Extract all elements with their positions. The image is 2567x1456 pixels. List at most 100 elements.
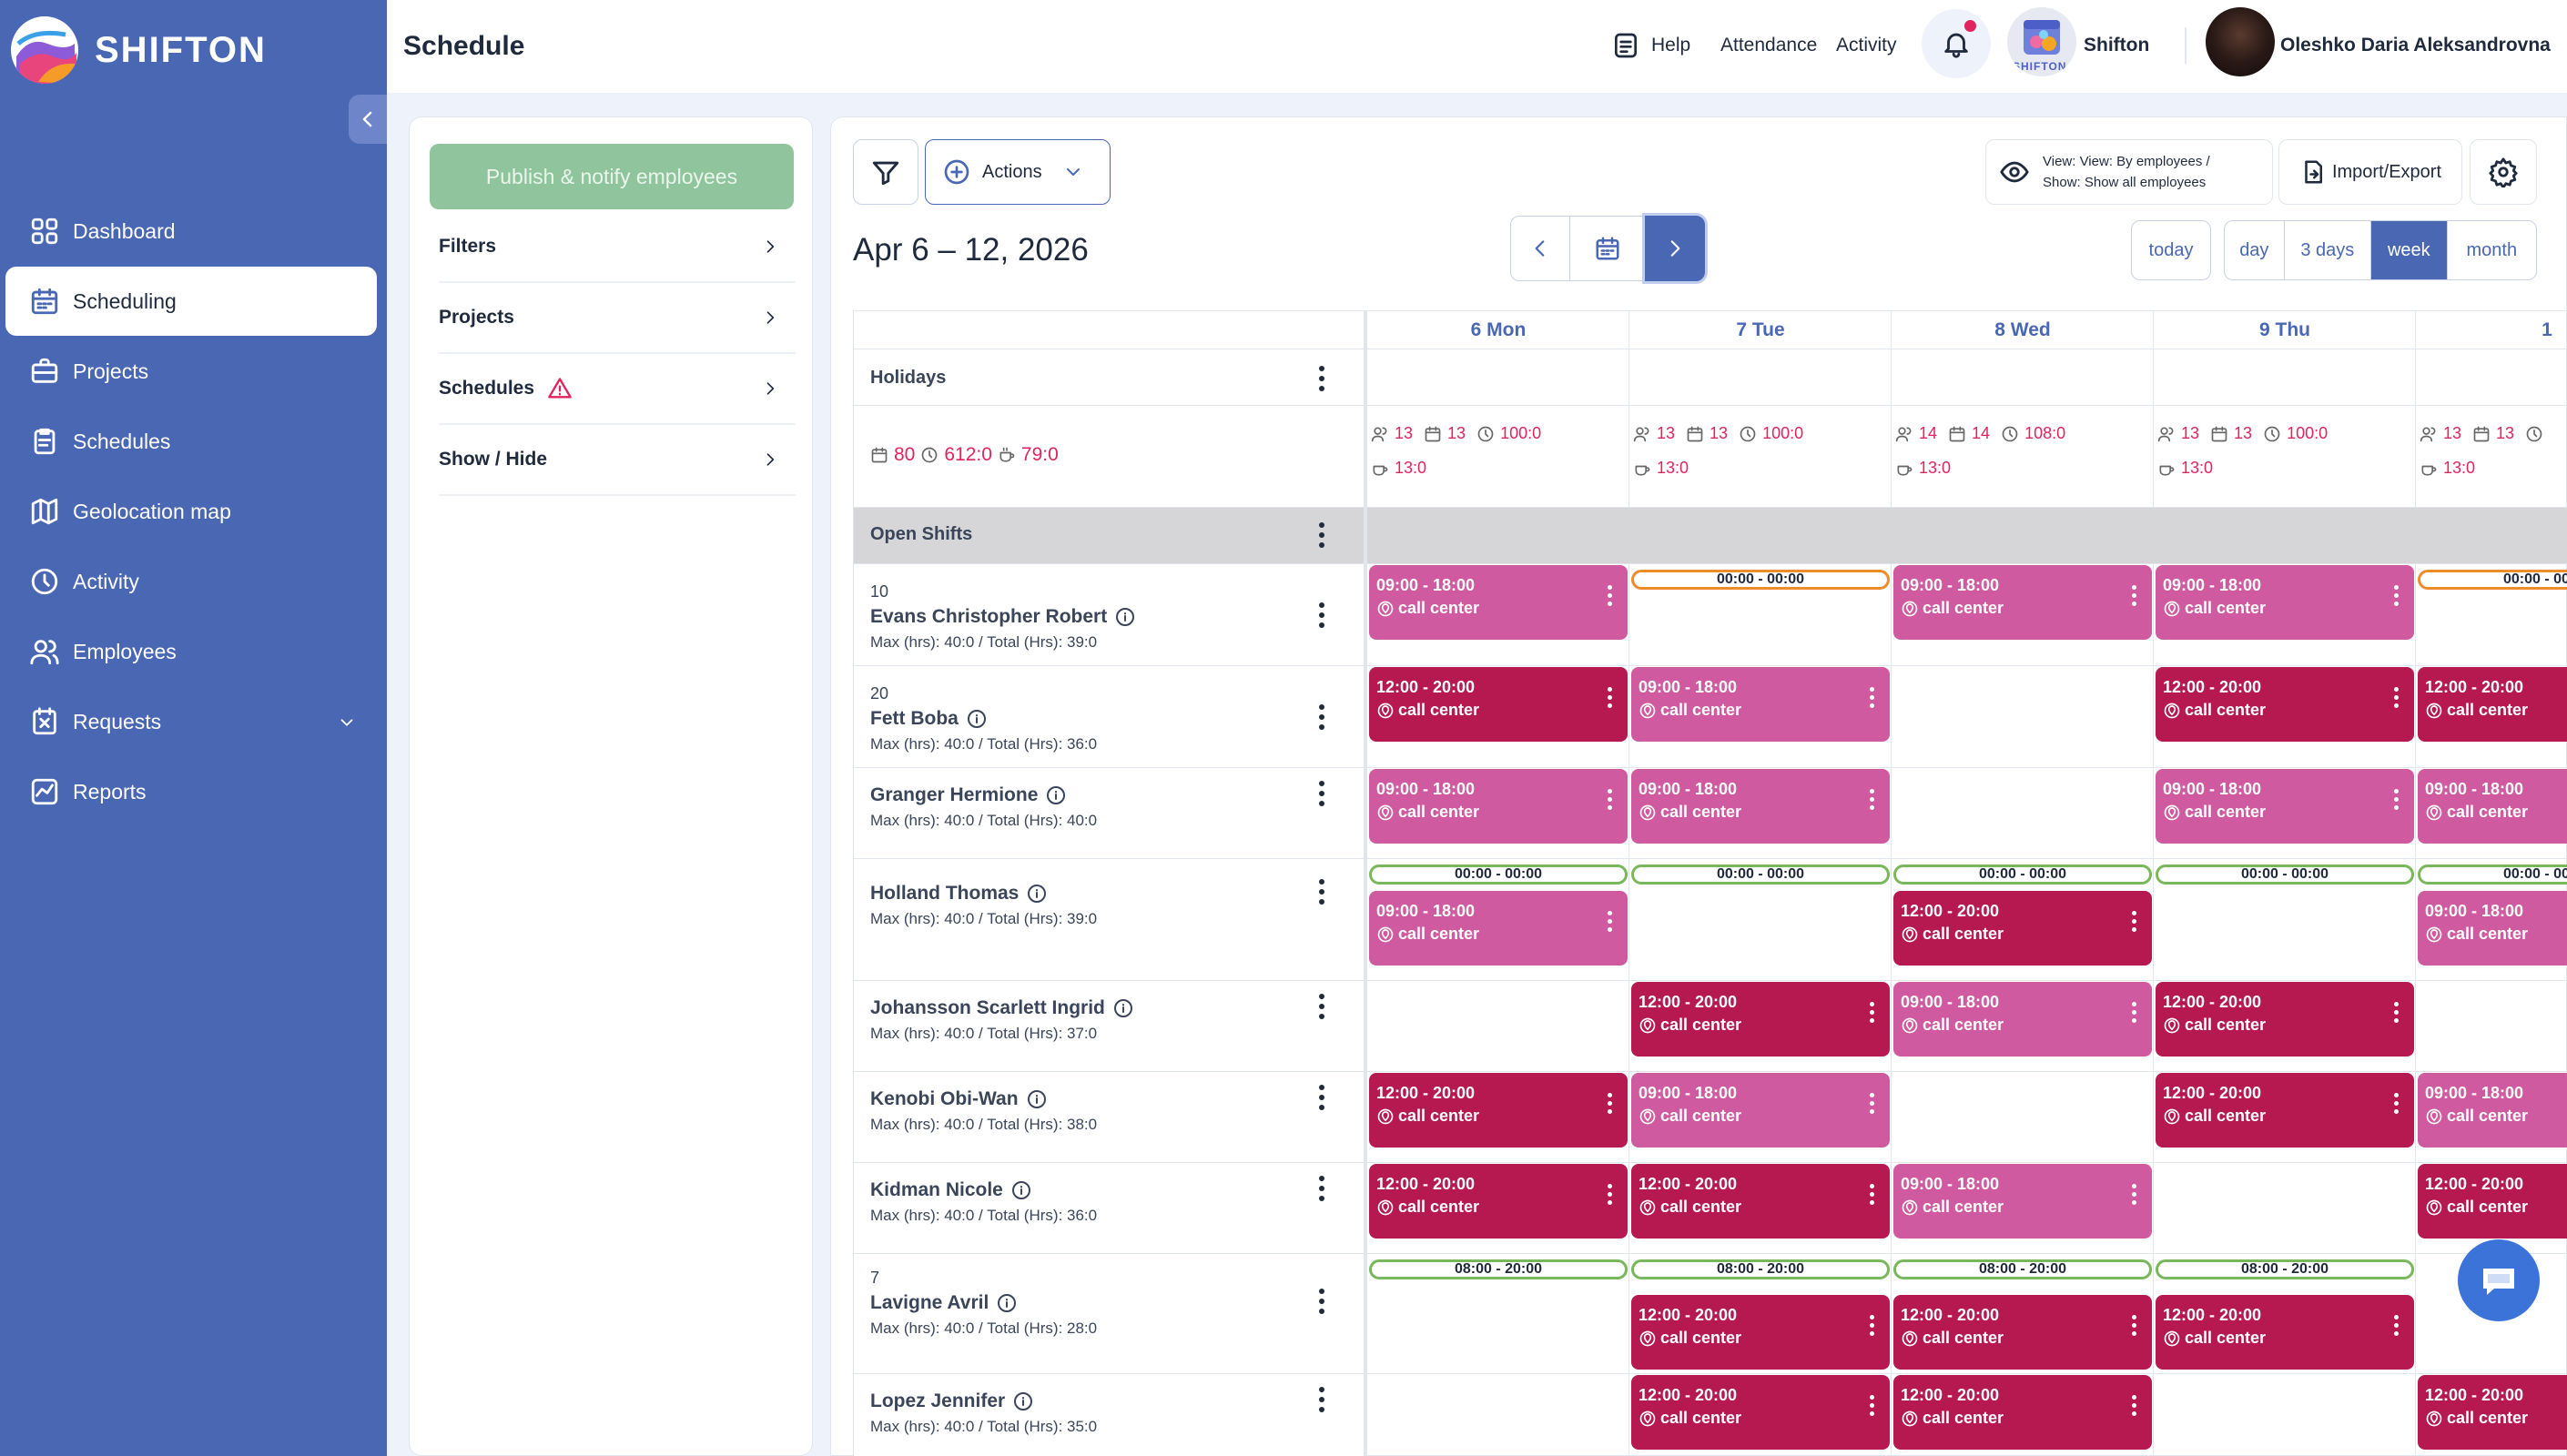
schedule-cell[interactable] xyxy=(2154,1374,2416,1456)
schedule-cell[interactable] xyxy=(1629,666,1892,768)
chevron-down-icon[interactable] xyxy=(337,713,357,733)
shift-block[interactable]: 12:00 - 20:00 call center xyxy=(1631,1375,1890,1450)
info-icon[interactable] xyxy=(1112,997,1134,1019)
open-shifts-cell[interactable] xyxy=(1367,508,1629,564)
attendance-link[interactable]: Attendance xyxy=(1720,35,1818,56)
holidays-menu-icon[interactable] xyxy=(1318,366,1325,393)
info-icon[interactable] xyxy=(1026,883,1048,905)
shift-menu-icon[interactable] xyxy=(2132,1002,2137,1026)
shift-block[interactable]: 12:00 - 20:00 call center xyxy=(1631,1164,1890,1239)
shift-block[interactable]: 09:00 - 18:00 call center xyxy=(1631,667,1890,742)
date-picker-button[interactable] xyxy=(1569,216,1646,281)
shift-menu-icon[interactable] xyxy=(1870,1315,1875,1340)
schedule-cell[interactable] xyxy=(2154,768,2416,859)
employee-name[interactable]: Lopez Jennifer xyxy=(870,1390,1034,1412)
schedule-cell[interactable] xyxy=(2154,1072,2416,1163)
shift-menu-icon[interactable] xyxy=(1870,1184,1875,1208)
all-day-shift-pill[interactable]: 08:00 - 20:00 xyxy=(1369,1259,1628,1279)
today-button[interactable]: today xyxy=(2131,220,2211,280)
employee-name[interactable]: Granger Hermione xyxy=(870,784,1067,806)
employee-menu-icon[interactable] xyxy=(1318,879,1325,906)
shift-menu-icon[interactable] xyxy=(2132,1315,2137,1340)
shift-menu-icon[interactable] xyxy=(1870,789,1875,814)
view-settings-button[interactable]: View: View: By employees / Show: Show al… xyxy=(1985,139,2273,205)
shift-block[interactable]: 12:00 - 20:00 call center xyxy=(1369,667,1628,742)
open-shifts-menu-icon[interactable] xyxy=(1318,522,1325,550)
schedule-cell[interactable] xyxy=(2416,1072,2567,1163)
week-view-button[interactable]: week xyxy=(2371,221,2448,279)
schedule-cell[interactable] xyxy=(1629,981,1892,1072)
publish-notify-button[interactable]: Publish & notify employees xyxy=(430,144,794,209)
shift-block[interactable]: 12:00 - 20:00 call center xyxy=(2418,1375,2567,1450)
shift-menu-icon[interactable] xyxy=(2394,789,2400,814)
employee-menu-icon[interactable] xyxy=(1318,994,1325,1021)
all-day-shift-pill[interactable]: 00:00 - 00:00 xyxy=(1893,864,2152,885)
shift-menu-icon[interactable] xyxy=(2132,1395,2137,1420)
help-link[interactable]: Help xyxy=(1651,35,1691,56)
projects-row[interactable]: Projects xyxy=(439,283,796,354)
shift-block[interactable]: 09:00 - 18:00 call center xyxy=(1631,1073,1890,1148)
info-icon[interactable] xyxy=(1010,1179,1032,1201)
shift-block[interactable]: 12:00 - 20:00 call center xyxy=(1893,891,2152,966)
schedule-cell[interactable] xyxy=(1367,666,1629,768)
schedule-cell[interactable] xyxy=(1629,859,1892,981)
schedules-row[interactable]: Schedules xyxy=(439,354,796,425)
employee-name[interactable]: Lavigne Avril xyxy=(870,1292,1018,1314)
schedule-cell[interactable] xyxy=(1367,981,1629,1072)
brand-logo[interactable]: SHIFTON xyxy=(11,16,267,84)
import-export-button[interactable]: Import/Export xyxy=(2278,139,2462,205)
shift-block[interactable]: 12:00 - 20:00 call center xyxy=(1893,1295,2152,1370)
shift-block[interactable]: 09:00 - 18:00 call center xyxy=(1631,769,1890,844)
activity-link[interactable]: Activity xyxy=(1836,35,1897,56)
info-icon[interactable] xyxy=(1114,606,1136,628)
notifications-button[interactable] xyxy=(1922,9,1991,78)
settings-button[interactable] xyxy=(2470,139,2537,205)
shift-menu-icon[interactable] xyxy=(1870,687,1875,712)
schedule-cell[interactable] xyxy=(1629,768,1892,859)
all-day-shift-pill[interactable]: 00:00 - 00:00 xyxy=(1369,864,1628,885)
shift-block[interactable]: 12:00 - 20:00 call center xyxy=(2418,1164,2567,1239)
schedule-cell[interactable] xyxy=(1367,1254,1629,1374)
shift-menu-icon[interactable] xyxy=(1608,585,1613,610)
all-day-shift-pill[interactable]: 00:00 - 00:00 xyxy=(2418,570,2567,590)
shift-menu-icon[interactable] xyxy=(2394,1002,2400,1026)
schedule-cell[interactable] xyxy=(1629,1254,1892,1374)
all-day-shift-pill[interactable]: 08:00 - 20:00 xyxy=(1893,1259,2152,1279)
schedule-cell[interactable] xyxy=(2416,981,2567,1072)
user-avatar[interactable] xyxy=(2206,7,2275,76)
schedule-cell[interactable] xyxy=(1892,859,2154,981)
sidebar-item-requests[interactable]: Requests xyxy=(5,687,377,756)
schedule-cell[interactable] xyxy=(2154,859,2416,981)
schedule-cell[interactable] xyxy=(1629,1163,1892,1254)
employee-name[interactable]: Johansson Scarlett Ingrid xyxy=(870,997,1134,1019)
employee-name[interactable]: Kidman Nicole xyxy=(870,1179,1032,1201)
open-shifts-cell[interactable] xyxy=(1892,508,2154,564)
info-icon[interactable] xyxy=(1026,1088,1048,1110)
shift-block[interactable]: 12:00 - 20:00 call center xyxy=(1369,1164,1628,1239)
holiday-cell[interactable] xyxy=(1629,349,1892,406)
shift-block[interactable]: 12:00 - 20:00 call center xyxy=(2156,982,2414,1057)
sidebar-item-geolocation-map[interactable]: Geolocation map xyxy=(5,477,377,546)
schedule-cell[interactable] xyxy=(2416,666,2567,768)
shift-menu-icon[interactable] xyxy=(1608,1093,1613,1117)
all-day-shift-pill[interactable]: 00:00 - 00:00 xyxy=(2156,864,2414,885)
employee-menu-icon[interactable] xyxy=(1318,781,1325,808)
shift-menu-icon[interactable] xyxy=(1870,1395,1875,1420)
schedule-cell[interactable] xyxy=(2154,1163,2416,1254)
schedule-cell[interactable] xyxy=(1892,1072,2154,1163)
shift-block[interactable]: 09:00 - 18:00 call center xyxy=(1369,565,1628,640)
sidebar-item-dashboard[interactable]: Dashboard xyxy=(5,197,377,266)
shift-menu-icon[interactable] xyxy=(2394,687,2400,712)
employee-menu-icon[interactable] xyxy=(1318,1289,1325,1316)
shift-block[interactable]: 09:00 - 18:00 call center xyxy=(1893,565,2152,640)
shift-block[interactable]: 09:00 - 18:00 call center xyxy=(2418,891,2567,966)
sidebar-item-employees[interactable]: Employees xyxy=(5,617,377,686)
schedule-cell[interactable] xyxy=(2154,666,2416,768)
three-days-view-button[interactable]: 3 days xyxy=(2285,221,2372,279)
holiday-cell[interactable] xyxy=(2416,349,2567,406)
month-view-button[interactable]: month xyxy=(2466,239,2518,260)
schedule-cell[interactable] xyxy=(1367,1163,1629,1254)
shift-menu-icon[interactable] xyxy=(1870,1002,1875,1026)
holiday-cell[interactable] xyxy=(1367,349,1629,406)
shift-block[interactable]: 09:00 - 18:00 call center xyxy=(1369,891,1628,966)
